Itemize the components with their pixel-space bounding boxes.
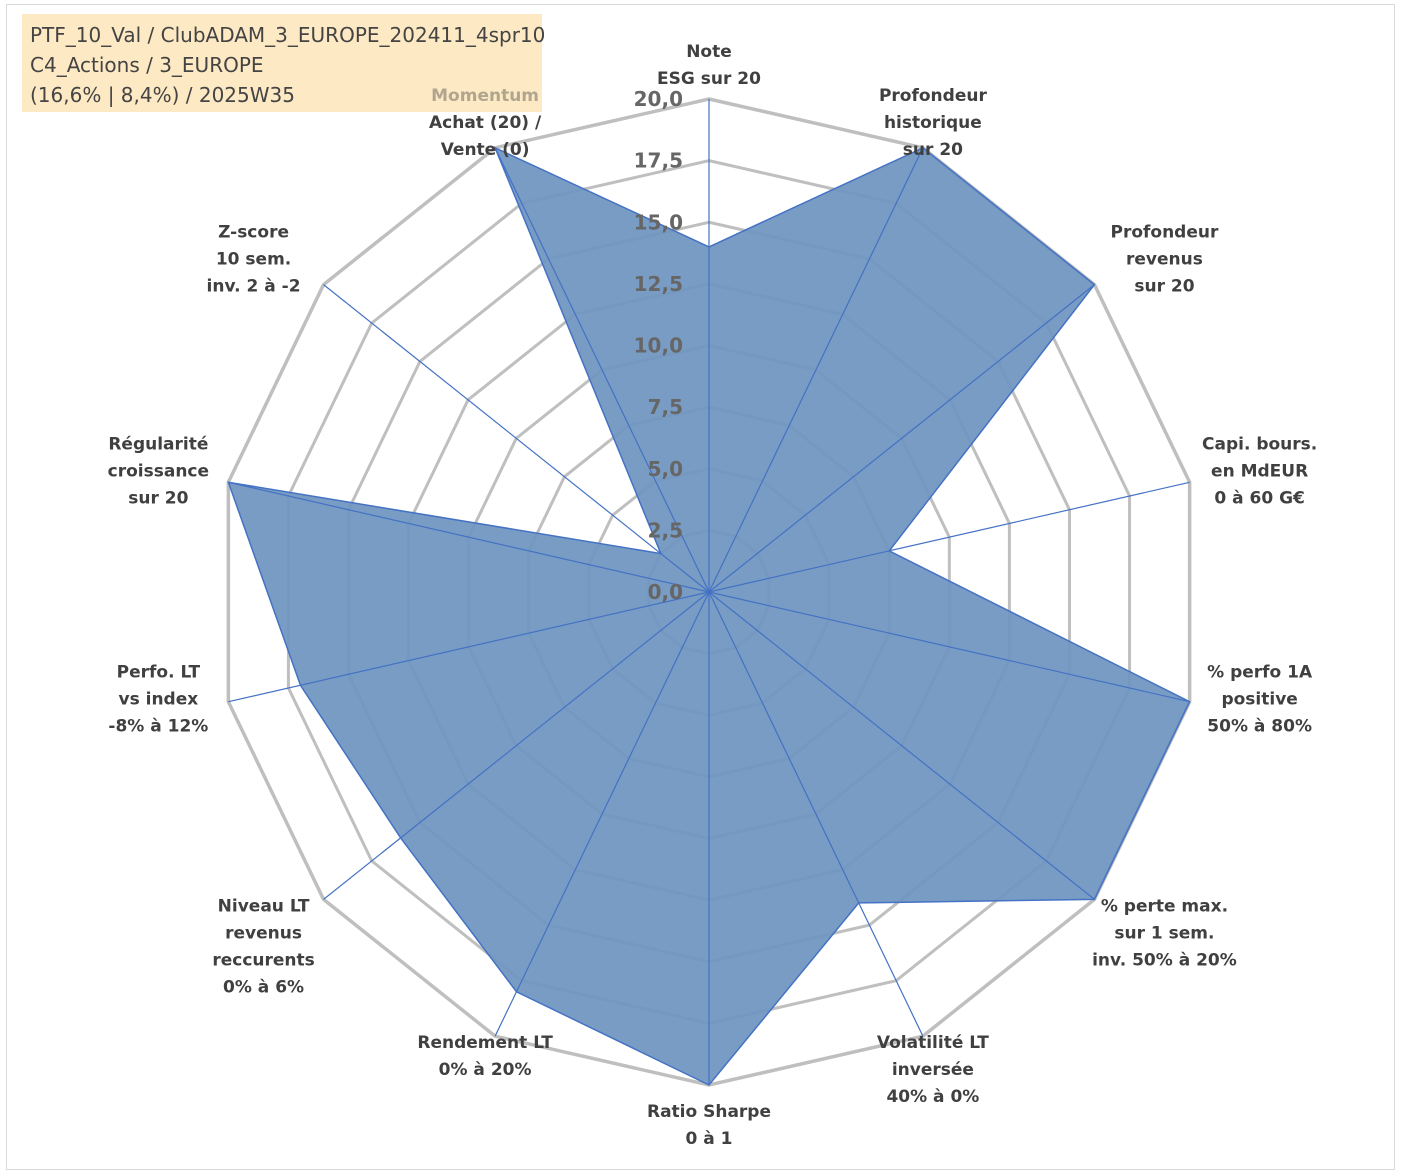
axis-label-3-line-0: Capi. bours. — [1202, 434, 1317, 454]
axis-label-5-line-1: sur 1 sem. — [1114, 923, 1214, 943]
axis-spoke-5 — [708, 591, 1095, 900]
tick-label-0: 0,0 — [648, 580, 683, 604]
axis-label-7-line-1: 0 à 1 — [686, 1129, 733, 1149]
axis-label-11-line-1: croissance — [108, 461, 209, 481]
axis-label-9-line-1: revenus — [225, 923, 302, 943]
axis-label-1-line-1: historique — [884, 113, 982, 133]
axis-label-5-line-0: % perte max. — [1101, 896, 1228, 916]
axis-label-7: Ratio Sharpe 0 à 1 — [647, 1102, 771, 1149]
info-box: PTF_10_Val / ClubADAM_3_EUROPE_202411_4s… — [22, 14, 546, 112]
axis-label-8-line-1: 0% à 20% — [439, 1060, 532, 1080]
axis-label-3-line-1: en MdEUR — [1211, 461, 1308, 481]
axis-label-10: Perfo. LT vs index -8% à 12% — [108, 663, 208, 737]
axis-spoke-10 — [228, 591, 710, 703]
axis-label-6-line-0: Volatilité LT — [877, 1033, 989, 1053]
radar-tick-labels: 0,0 2,5 5,0 7,5 10,0 12,5 15,0 17,5 20,0 — [634, 87, 683, 604]
axis-label-10-line-0: Perfo. LT — [117, 663, 201, 683]
tick-label-3: 7,5 — [648, 395, 683, 419]
axis-label-4-line-1: positive — [1221, 690, 1297, 710]
axis-label-12-line-2: inv. 2 à -2 — [207, 277, 301, 297]
axis-label-13-line-1: Achat (20) / — [429, 113, 542, 133]
info-portfolio-line: PTF_10_Val / ClubADAM_3_EUROPE_202411_4s… — [30, 23, 546, 47]
axis-label-0: Note ESG sur 20 — [657, 42, 761, 89]
axis-label-11: Régularité croissance sur 20 — [108, 434, 209, 508]
axis-spoke-2 — [708, 284, 1095, 593]
chart-frame — [6, 4, 1395, 1170]
axis-spoke-1 — [708, 147, 924, 593]
axis-label-7-line-0: Ratio Sharpe — [647, 1102, 771, 1122]
tick-label-4: 10,0 — [634, 334, 683, 358]
axis-spoke-6 — [708, 591, 924, 1037]
axis-spoke-12 — [323, 284, 710, 593]
axis-label-12: Z-score 10 sem. inv. 2 à -2 — [207, 223, 301, 297]
axis-label-13: Momentum Achat (20) / Vente (0) — [429, 86, 542, 160]
axis-label-4: % perfo 1A positive 50% à 80% — [1207, 663, 1313, 737]
axis-label-4-line-0: % perfo 1A — [1207, 663, 1313, 683]
axis-label-11-line-2: sur 20 — [128, 488, 188, 508]
axis-label-9-line-0: Niveau LT — [218, 896, 310, 916]
axis-label-13-line-2: Vente (0) — [441, 140, 530, 160]
axis-label-8-line-0: Rendement LT — [417, 1033, 553, 1053]
info-stats-line: (16,6% | 8,4%) / 2025W35 — [30, 83, 295, 107]
axis-label-1: Profondeur historique sur 20 — [879, 86, 988, 160]
axis-label-12-line-0: Z-score — [218, 223, 289, 243]
axis-label-13-line-0: Momentum — [431, 86, 539, 106]
axis-label-2: Profondeur revenus sur 20 — [1110, 223, 1219, 297]
axis-spoke-4 — [708, 591, 1190, 703]
axis-label-2-line-2: sur 20 — [1134, 277, 1194, 297]
axis-label-9: Niveau LT revenus reccurents 0% à 6% — [212, 896, 314, 997]
axis-spoke-9 — [323, 591, 710, 900]
axis-label-1-line-0: Profondeur — [879, 86, 988, 106]
radar-axis-labels: Note ESG sur 20 Profondeur historique sur 20… — [108, 42, 1318, 1149]
axis-label-11-line-0: Régularité — [108, 434, 208, 454]
axis-label-6: Volatilité LT inversée 40% à 0% — [877, 1033, 989, 1107]
info-category-line: C4_Actions / 3_EUROPE — [30, 53, 264, 77]
axis-label-5-line-2: inv. 50% à 20% — [1092, 950, 1237, 970]
axis-spoke-8 — [494, 591, 710, 1037]
axis-label-6-line-1: inversée — [892, 1060, 974, 1080]
axis-spoke-3 — [708, 481, 1190, 593]
axis-label-3: Capi. bours. en MdEUR 0 à 60 G€ — [1202, 434, 1317, 508]
axis-label-9-line-3: 0% à 6% — [223, 977, 304, 997]
tick-label-5: 12,5 — [634, 272, 683, 296]
axis-label-10-line-2: -8% à 12% — [108, 717, 208, 737]
axis-label-2-line-0: Profondeur — [1110, 223, 1219, 243]
tick-label-2: 5,0 — [648, 457, 683, 481]
tick-label-6: 15,0 — [634, 210, 683, 234]
axis-label-4-line-2: 50% à 80% — [1207, 717, 1312, 737]
axis-label-12-line-1: 10 sem. — [216, 250, 291, 270]
tick-label-1: 2,5 — [648, 518, 683, 542]
axis-label-10-line-1: vs index — [119, 690, 199, 710]
tick-label-8: 20,0 — [634, 87, 683, 111]
axis-spoke-11 — [228, 481, 710, 593]
axis-label-0-line-0: Note — [686, 42, 732, 62]
axis-label-3-line-2: 0 à 60 G€ — [1214, 488, 1305, 508]
axis-spoke-13 — [494, 147, 710, 593]
axis-label-1-line-2: sur 20 — [903, 140, 963, 160]
axis-label-8: Rendement LT 0% à 20% — [417, 1033, 553, 1080]
axis-label-0-line-1: ESG sur 20 — [657, 69, 761, 89]
axis-label-2-line-1: revenus — [1126, 250, 1203, 270]
axis-label-9-line-2: reccurents — [212, 950, 314, 970]
axis-label-6-line-2: 40% à 0% — [886, 1087, 979, 1107]
tick-label-7: 17,5 — [634, 149, 683, 173]
axis-label-5: % perte max. sur 1 sem. inv. 50% à 20% — [1092, 896, 1237, 970]
